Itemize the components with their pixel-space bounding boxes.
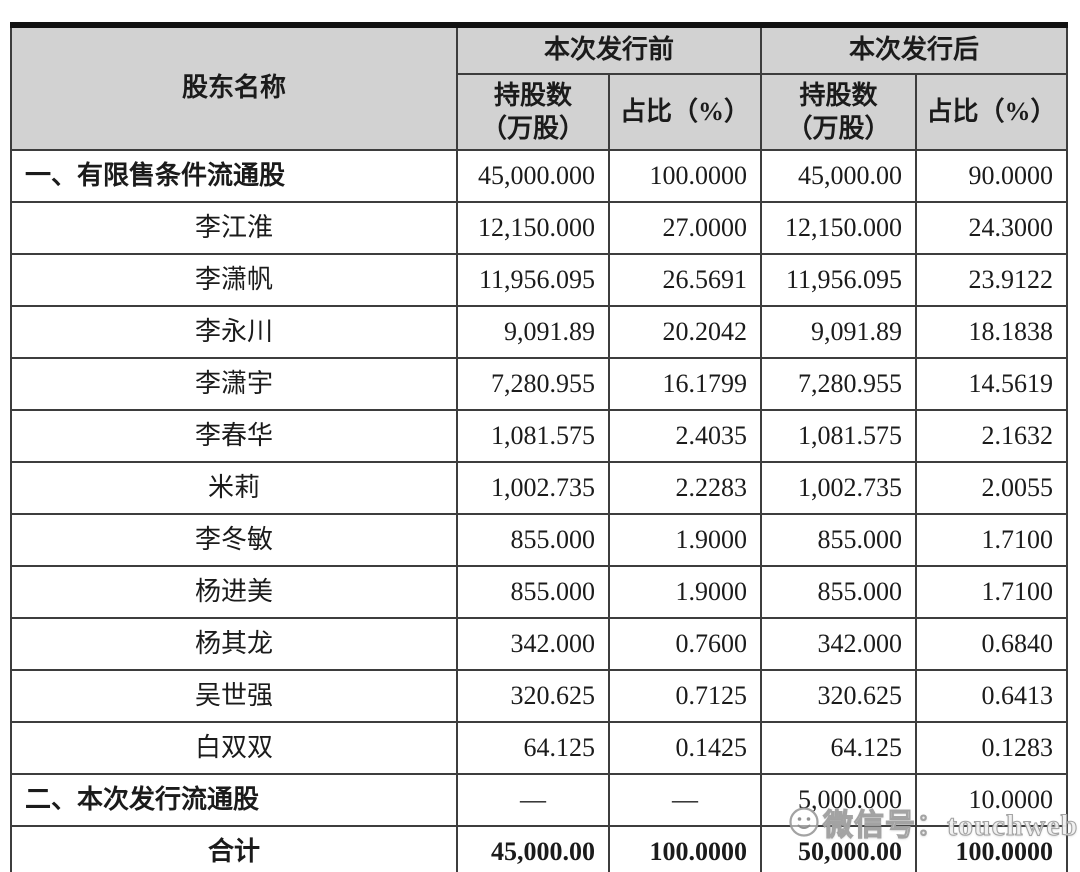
pre-ratio-cell: 1.9000 <box>607 513 763 567</box>
total-label-cell: 合计 <box>10 825 458 872</box>
pre-shares-label-line2: （万股） <box>480 114 585 143</box>
post-ratio-cell: 0.6413 <box>915 669 1069 723</box>
post-shares-cell: 11,956.095 <box>760 253 918 307</box>
pre-shares-cell: 64.125 <box>456 721 610 775</box>
pre-ratio-cell: 20.2042 <box>607 305 763 359</box>
col-header-post-ratio: 占比（%） <box>915 73 1069 151</box>
shareholding-table: 股东名称 本次发行前 本次发行后 持股数 （万股） 占比（%） 持股数 （万股） <box>10 22 1069 872</box>
shareholder-name-cell: 李潇宇 <box>10 357 458 411</box>
col-header-pre-ratio: 占比（%） <box>607 73 763 151</box>
pre-shares-cell: 45,000.00 <box>456 825 610 872</box>
post-shares-cell: 45,000.00 <box>760 149 918 203</box>
pre-shares-cell: — <box>456 773 610 827</box>
col-header-pre-shares: 持股数 （万股） <box>456 73 610 151</box>
pre-shares-cell: 1,002.735 <box>456 461 610 515</box>
table-row: 李冬敏 855.000 1.9000 855.000 1.7100 <box>10 513 1069 567</box>
post-ratio-cell: 10.0000 <box>915 773 1069 827</box>
post-shares-cell: 1,081.575 <box>760 409 918 463</box>
pre-shares-cell: 320.625 <box>456 669 610 723</box>
pre-shares-cell: 342.000 <box>456 617 610 671</box>
post-ratio-cell: 2.1632 <box>915 409 1069 463</box>
col-header-post-shares: 持股数 （万股） <box>760 73 918 151</box>
pre-ratio-cell: 2.2283 <box>607 461 763 515</box>
post-ratio-cell: 18.1838 <box>915 305 1069 359</box>
shareholder-name-cell: 吴世强 <box>10 669 458 723</box>
post-shares-cell: 50,000.00 <box>760 825 918 872</box>
post-ratio-cell: 0.6840 <box>915 617 1069 671</box>
header-sub-row: 持股数 （万股） 占比（%） 持股数 （万股） 占比（%） <box>11 73 1069 151</box>
table-row-total: 合计 45,000.00 100.0000 50,000.00 100.0000 <box>10 825 1069 872</box>
pre-shares-cell: 855.000 <box>456 565 610 619</box>
col-header-shareholder: 股东名称 <box>10 24 458 151</box>
table-row: 李潇宇 7,280.955 16.1799 7,280.955 14.5619 <box>10 357 1069 411</box>
table-row: 米莉 1,002.735 2.2283 1,002.735 2.0055 <box>10 461 1069 515</box>
table-row: 杨进美 855.000 1.9000 855.000 1.7100 <box>10 565 1069 619</box>
pre-shares-cell: 11,956.095 <box>456 253 610 307</box>
shareholder-name-cell: 李冬敏 <box>10 513 458 567</box>
post-ratio-cell: 2.0055 <box>915 461 1069 515</box>
post-shares-cell: 5,000.000 <box>760 773 918 827</box>
table-row: 李永川 9,091.89 20.2042 9,091.89 18.1838 <box>10 305 1069 359</box>
pre-ratio-cell: 100.0000 <box>607 149 763 203</box>
shareholder-name-cell: 二、本次发行流通股 <box>10 773 458 827</box>
pre-shares-cell: 855.000 <box>456 513 610 567</box>
post-shares-label-line2: （万股） <box>786 114 891 143</box>
shareholder-name-cell: 白双双 <box>10 721 458 775</box>
pre-ratio-cell: 27.0000 <box>607 201 763 255</box>
post-shares-cell: 9,091.89 <box>760 305 918 359</box>
post-shares-cell: 342.000 <box>760 617 918 671</box>
table-row-restricted-shares-section: 一、有限售条件流通股 45,000.000 100.0000 45,000.00… <box>10 149 1069 203</box>
pre-shares-cell: 1,081.575 <box>456 409 610 463</box>
pre-ratio-cell: 26.5691 <box>607 253 763 307</box>
table-row: 李潇帆 11,956.095 26.5691 11,956.095 23.912… <box>10 253 1069 307</box>
pre-shares-label-line1: 持股数 <box>493 81 572 110</box>
col-header-pre-issue-group: 本次发行前 <box>455 24 763 75</box>
pre-ratio-cell: 0.7600 <box>607 617 763 671</box>
pre-ratio-cell: 1.9000 <box>607 565 763 619</box>
post-shares-label-line1: 持股数 <box>799 81 878 110</box>
post-ratio-cell: 14.5619 <box>915 357 1069 411</box>
table-row-new-issue-section: 二、本次发行流通股 — — 5,000.000 10.0000 <box>10 773 1069 827</box>
shareholder-name-cell: 李春华 <box>10 409 458 463</box>
pre-shares-cell: 12,150.000 <box>456 201 610 255</box>
post-ratio-cell: 1.7100 <box>915 565 1069 619</box>
pre-ratio-cell: 16.1799 <box>607 357 763 411</box>
table-row: 李春华 1,081.575 2.4035 1,081.575 2.1632 <box>10 409 1069 463</box>
header-group-row: 股东名称 本次发行前 本次发行后 <box>10 24 1069 151</box>
table-row: 杨其龙 342.000 0.7600 342.000 0.6840 <box>10 617 1069 671</box>
pre-ratio-cell: — <box>607 773 763 827</box>
post-shares-cell: 1,002.735 <box>760 461 918 515</box>
pre-shares-cell: 9,091.89 <box>456 305 610 359</box>
pre-shares-cell: 45,000.000 <box>456 149 610 203</box>
shareholder-name-cell: 杨其龙 <box>10 617 458 671</box>
shareholder-name-cell: 杨进美 <box>10 565 458 619</box>
pre-shares-cell: 7,280.955 <box>456 357 610 411</box>
post-shares-cell: 320.625 <box>760 669 918 723</box>
pre-ratio-cell: 100.0000 <box>607 825 763 872</box>
table-row: 李江淮 12,150.000 27.0000 12,150.000 24.300… <box>10 201 1069 255</box>
post-shares-cell: 64.125 <box>760 721 918 775</box>
shareholder-name-cell: 李潇帆 <box>10 253 458 307</box>
shareholder-name-cell: 米莉 <box>10 461 458 515</box>
post-ratio-cell: 24.3000 <box>915 201 1069 255</box>
pre-ratio-cell: 0.7125 <box>607 669 763 723</box>
shareholder-name-cell: 李永川 <box>10 305 458 359</box>
post-ratio-cell: 23.9122 <box>915 253 1069 307</box>
table-row: 白双双 64.125 0.1425 64.125 0.1283 <box>10 721 1069 775</box>
post-ratio-cell: 1.7100 <box>915 513 1069 567</box>
post-shares-cell: 12,150.000 <box>760 201 918 255</box>
pre-ratio-cell: 0.1425 <box>607 721 763 775</box>
col-header-post-issue-group: 本次发行后 <box>760 24 1069 75</box>
table-row: 吴世强 320.625 0.7125 320.625 0.6413 <box>10 669 1069 723</box>
shareholder-name-cell: 一、有限售条件流通股 <box>10 149 458 203</box>
post-shares-cell: 855.000 <box>760 565 918 619</box>
post-ratio-cell: 100.0000 <box>915 825 1069 872</box>
shareholder-name-cell: 李江淮 <box>10 201 458 255</box>
post-shares-cell: 855.000 <box>760 513 918 567</box>
post-ratio-cell: 90.0000 <box>915 149 1069 203</box>
post-shares-cell: 7,280.955 <box>760 357 918 411</box>
pre-ratio-cell: 2.4035 <box>607 409 763 463</box>
post-ratio-cell: 0.1283 <box>915 721 1069 775</box>
